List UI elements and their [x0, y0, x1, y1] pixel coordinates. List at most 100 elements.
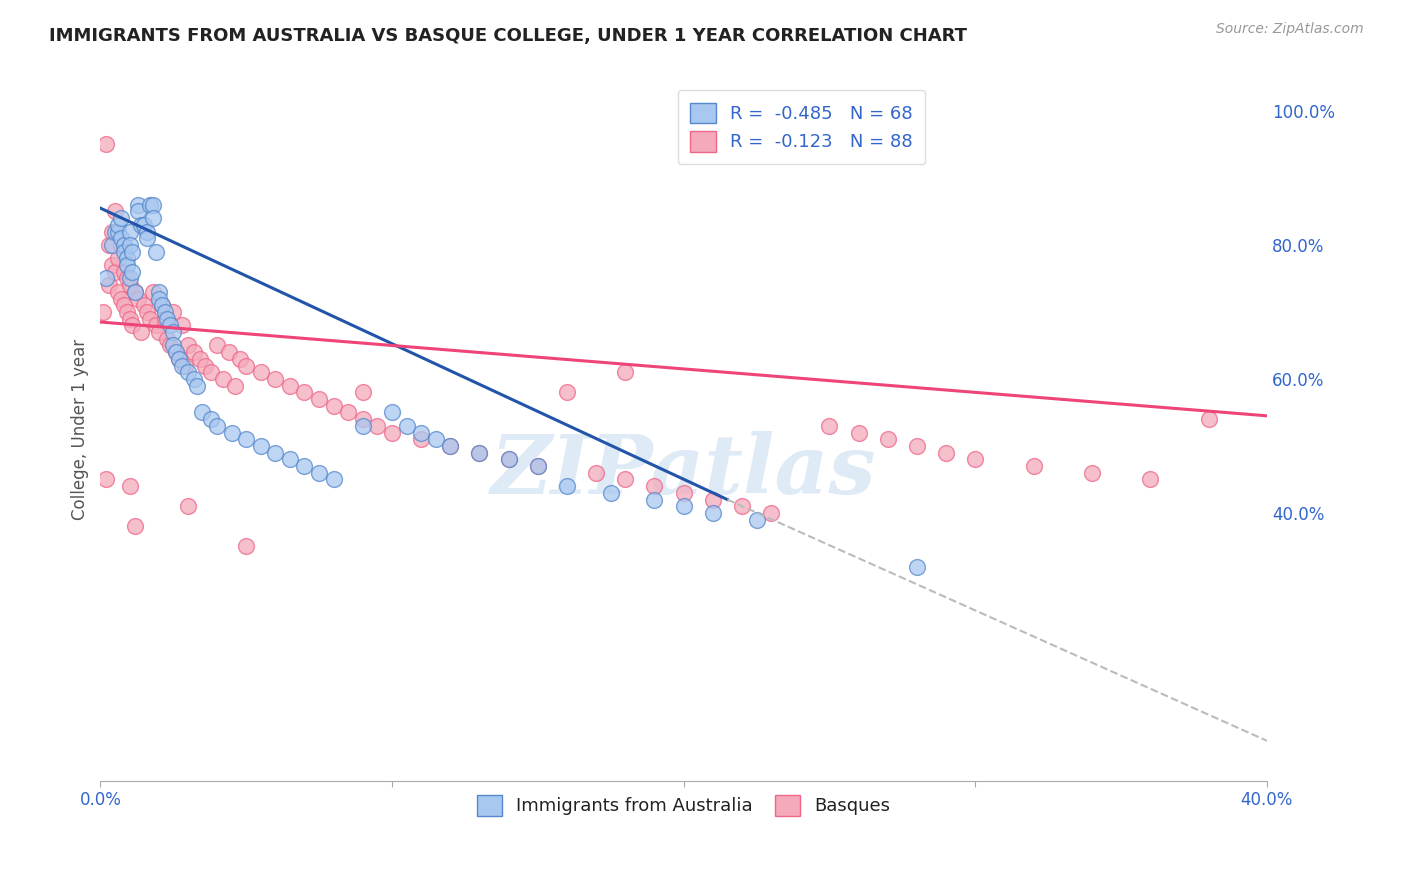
Point: [127, 292, 149, 306]
Point: [162, 305, 184, 319]
Point: [148, 285, 170, 299]
Point: [170, 318, 193, 333]
Point: [322, 399, 344, 413]
Point: [745, 513, 768, 527]
Point: [124, 519, 146, 533]
Point: [118, 238, 141, 252]
Point: [211, 372, 233, 386]
Point: [156, 332, 179, 346]
Point: [278, 378, 301, 392]
Point: [527, 459, 550, 474]
Point: [188, 351, 211, 366]
Point: [235, 540, 257, 554]
Point: [96, 137, 118, 152]
Point: [395, 418, 418, 433]
Point: [118, 479, 141, 493]
Point: [555, 385, 578, 400]
Text: ZIPatlas: ZIPatlas: [491, 432, 876, 511]
Point: [411, 425, 433, 440]
Point: [498, 452, 520, 467]
Point: [104, 204, 127, 219]
Point: [1198, 412, 1220, 426]
Point: [672, 500, 695, 514]
Point: [614, 473, 637, 487]
Point: [145, 318, 167, 333]
Point: [121, 244, 143, 259]
Point: [294, 385, 316, 400]
Point: [965, 452, 987, 467]
Point: [115, 252, 138, 266]
Point: [235, 359, 257, 373]
Point: [174, 359, 197, 373]
Point: [101, 258, 124, 272]
Point: [156, 311, 179, 326]
Point: [129, 218, 152, 232]
Point: [98, 278, 121, 293]
Point: [468, 445, 491, 459]
Point: [142, 198, 165, 212]
Point: [498, 452, 520, 467]
Point: [186, 378, 208, 392]
Point: [1139, 473, 1161, 487]
Point: [107, 285, 129, 299]
Point: [555, 479, 578, 493]
Point: [411, 432, 433, 446]
Point: [352, 418, 374, 433]
Point: [352, 412, 374, 426]
Point: [165, 345, 187, 359]
Point: [101, 238, 124, 252]
Point: [218, 345, 240, 359]
Point: [183, 345, 205, 359]
Point: [110, 231, 132, 245]
Point: [194, 359, 217, 373]
Point: [235, 432, 257, 446]
Point: [110, 238, 132, 252]
Point: [115, 258, 138, 272]
Text: IMMIGRANTS FROM AUSTRALIA VS BASQUE COLLEGE, UNDER 1 YEAR CORRELATION CHART: IMMIGRANTS FROM AUSTRALIA VS BASQUE COLL…: [49, 27, 967, 45]
Point: [121, 265, 143, 279]
Point: [935, 445, 957, 459]
Point: [177, 338, 200, 352]
Point: [142, 285, 165, 299]
Point: [150, 298, 173, 312]
Point: [643, 492, 665, 507]
Point: [352, 385, 374, 400]
Point: [142, 211, 165, 226]
Point: [468, 445, 491, 459]
Point: [162, 338, 184, 352]
Point: [129, 325, 152, 339]
Point: [614, 365, 637, 379]
Point: [107, 252, 129, 266]
Point: [183, 372, 205, 386]
Point: [278, 452, 301, 467]
Point: [759, 506, 782, 520]
Point: [200, 365, 222, 379]
Point: [107, 218, 129, 232]
Point: [136, 225, 159, 239]
Point: [170, 359, 193, 373]
Point: [439, 439, 461, 453]
Point: [381, 425, 404, 440]
Point: [115, 305, 138, 319]
Point: [96, 271, 118, 285]
Legend: Immigrants from Australia, Basques: Immigrants from Australia, Basques: [468, 786, 900, 825]
Point: [264, 445, 287, 459]
Point: [322, 473, 344, 487]
Point: [167, 351, 190, 366]
Point: [112, 265, 135, 279]
Point: [264, 372, 287, 386]
Point: [905, 559, 928, 574]
Point: [205, 338, 228, 352]
Point: [643, 479, 665, 493]
Point: [177, 500, 200, 514]
Point: [177, 365, 200, 379]
Point: [527, 459, 550, 474]
Point: [118, 278, 141, 293]
Point: [229, 351, 252, 366]
Point: [118, 225, 141, 239]
Y-axis label: College, Under 1 year: College, Under 1 year: [72, 339, 89, 520]
Point: [145, 244, 167, 259]
Point: [191, 405, 214, 419]
Point: [1081, 466, 1104, 480]
Point: [139, 198, 162, 212]
